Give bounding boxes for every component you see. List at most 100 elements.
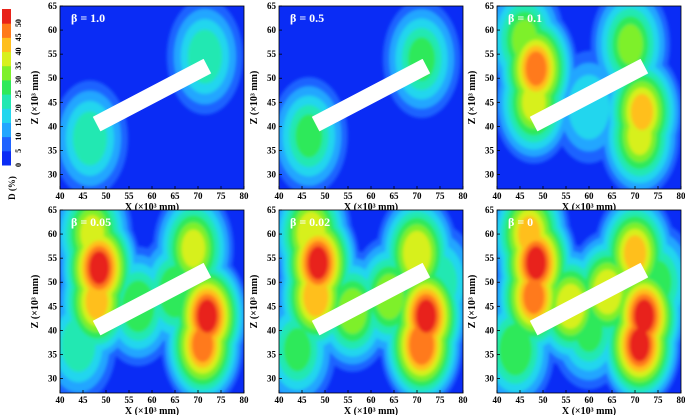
colorbar-tick-label: 50 bbox=[14, 19, 23, 27]
y-tick-label: 35 bbox=[267, 145, 277, 155]
y-tick-label: 50 bbox=[485, 277, 495, 287]
x-tick-label: 65 bbox=[171, 191, 181, 201]
y-tick-label: 30 bbox=[485, 374, 495, 384]
x-tick-label: 80 bbox=[240, 191, 250, 201]
y-tick-label: 50 bbox=[485, 73, 495, 83]
y-tick-label: 60 bbox=[48, 229, 58, 239]
y-tick-label: 45 bbox=[485, 301, 495, 311]
x-tick-label: 70 bbox=[413, 395, 423, 405]
x-tick-label: 75 bbox=[436, 395, 446, 405]
x-tick-label: 45 bbox=[79, 395, 89, 405]
y-tick-label: 40 bbox=[48, 325, 58, 335]
heat-contour bbox=[181, 229, 206, 268]
colorbar: 0 5 10 15 20 25 30 35 40 45 50 D (%) bbox=[2, 9, 23, 200]
y-tick-label: 50 bbox=[267, 277, 277, 287]
x-tick-label: 65 bbox=[608, 395, 618, 405]
x-tick-label: 55 bbox=[562, 191, 572, 201]
y-tick-label: 30 bbox=[48, 374, 58, 384]
x-tick-label: 70 bbox=[194, 191, 204, 201]
colorbar-swatch bbox=[2, 108, 11, 123]
y-tick-label: 40 bbox=[267, 121, 277, 131]
heat-contour bbox=[525, 51, 547, 86]
x-tick-label: 55 bbox=[562, 395, 572, 405]
y-tick-label: 65 bbox=[485, 1, 495, 11]
y-tick-label: 60 bbox=[485, 25, 495, 35]
colorbar-tick-label: 5 bbox=[14, 149, 23, 153]
colorbar-tick-label: 30 bbox=[14, 76, 23, 84]
x-tick-label: 50 bbox=[102, 395, 112, 405]
x-tick-label: 80 bbox=[677, 191, 685, 201]
y-tick-label: 50 bbox=[48, 277, 58, 287]
x-axis-label: X (×10³ mm) bbox=[562, 406, 616, 415]
panel-beta-label: β = 0.1 bbox=[508, 11, 542, 25]
x-tick-label: 70 bbox=[631, 395, 641, 405]
x-tick-label: 50 bbox=[539, 191, 549, 201]
x-axis-label: X (×10³ mm) bbox=[344, 202, 398, 213]
heat-contour bbox=[523, 279, 545, 315]
colorbar-swatch bbox=[2, 79, 11, 95]
y-tick-label: 30 bbox=[485, 170, 495, 180]
x-axis-label: X (×10³ mm) bbox=[562, 202, 616, 213]
x-tick-label: 45 bbox=[516, 395, 526, 405]
x-tick-label: 80 bbox=[677, 395, 685, 405]
heat-contour bbox=[197, 299, 218, 333]
x-tick-label: 80 bbox=[240, 395, 250, 405]
x-tick-label: 40 bbox=[56, 395, 66, 405]
x-tick-label: 55 bbox=[344, 395, 354, 405]
y-axis-label: Z (×10³ mm) bbox=[249, 275, 260, 329]
heat-contour bbox=[630, 93, 653, 131]
y-tick-label: 55 bbox=[485, 49, 495, 59]
x-tick-label: 40 bbox=[493, 191, 503, 201]
colorbar-tick-label: 45 bbox=[14, 33, 23, 41]
x-tick-label: 65 bbox=[608, 191, 618, 201]
colorbar-swatch bbox=[2, 9, 11, 24]
y-tick-label: 35 bbox=[485, 145, 495, 155]
y-tick-label: 35 bbox=[485, 349, 495, 359]
x-tick-label: 40 bbox=[493, 395, 503, 405]
x-tick-label: 45 bbox=[298, 191, 308, 201]
x-tick-label: 45 bbox=[516, 191, 526, 201]
x-tick-label: 65 bbox=[171, 395, 181, 405]
heat-contour bbox=[623, 235, 647, 272]
member-bar bbox=[529, 262, 649, 336]
panel-beta-label: β = 0.5 bbox=[290, 11, 324, 25]
x-tick-label: 65 bbox=[390, 191, 400, 201]
y-tick-label: 65 bbox=[48, 1, 58, 11]
x-tick-label: 40 bbox=[275, 191, 285, 201]
colorbar-swatch bbox=[2, 136, 11, 152]
colorbar-tick-label: 25 bbox=[14, 90, 23, 98]
y-tick-label: 35 bbox=[267, 349, 277, 359]
x-tick-label: 40 bbox=[275, 395, 285, 405]
colorbar-tick-label: 20 bbox=[14, 104, 23, 112]
heat-contour bbox=[307, 246, 329, 280]
x-axis-label: X (×10³ mm) bbox=[125, 406, 179, 415]
y-tick-label: 60 bbox=[267, 229, 277, 239]
y-axis-label: Z (×10³ mm) bbox=[30, 71, 41, 125]
panel-beta-label: β = 1.0 bbox=[71, 11, 105, 25]
colorbar-title: D (%) bbox=[7, 176, 17, 200]
y-tick-label: 55 bbox=[485, 253, 495, 263]
member-bar bbox=[311, 262, 431, 336]
x-tick-label: 75 bbox=[654, 191, 664, 201]
x-tick-label: 60 bbox=[367, 395, 377, 405]
x-tick-label: 50 bbox=[321, 395, 331, 405]
y-tick-label: 60 bbox=[485, 229, 495, 239]
x-tick-label: 45 bbox=[79, 191, 89, 201]
x-axis-label: X (×10³ mm) bbox=[125, 202, 179, 213]
x-tick-label: 40 bbox=[56, 191, 66, 201]
heat-contour bbox=[617, 24, 643, 65]
y-tick-label: 65 bbox=[267, 1, 277, 11]
y-tick-label: 45 bbox=[267, 97, 277, 107]
x-tick-label: 50 bbox=[539, 395, 549, 405]
y-tick-label: 35 bbox=[48, 349, 58, 359]
x-tick-label: 75 bbox=[436, 191, 446, 201]
x-tick-label: 75 bbox=[217, 395, 227, 405]
panel-beta-label: β = 0 bbox=[508, 215, 533, 229]
heat-contour bbox=[283, 327, 311, 372]
heat-contour bbox=[499, 323, 532, 376]
